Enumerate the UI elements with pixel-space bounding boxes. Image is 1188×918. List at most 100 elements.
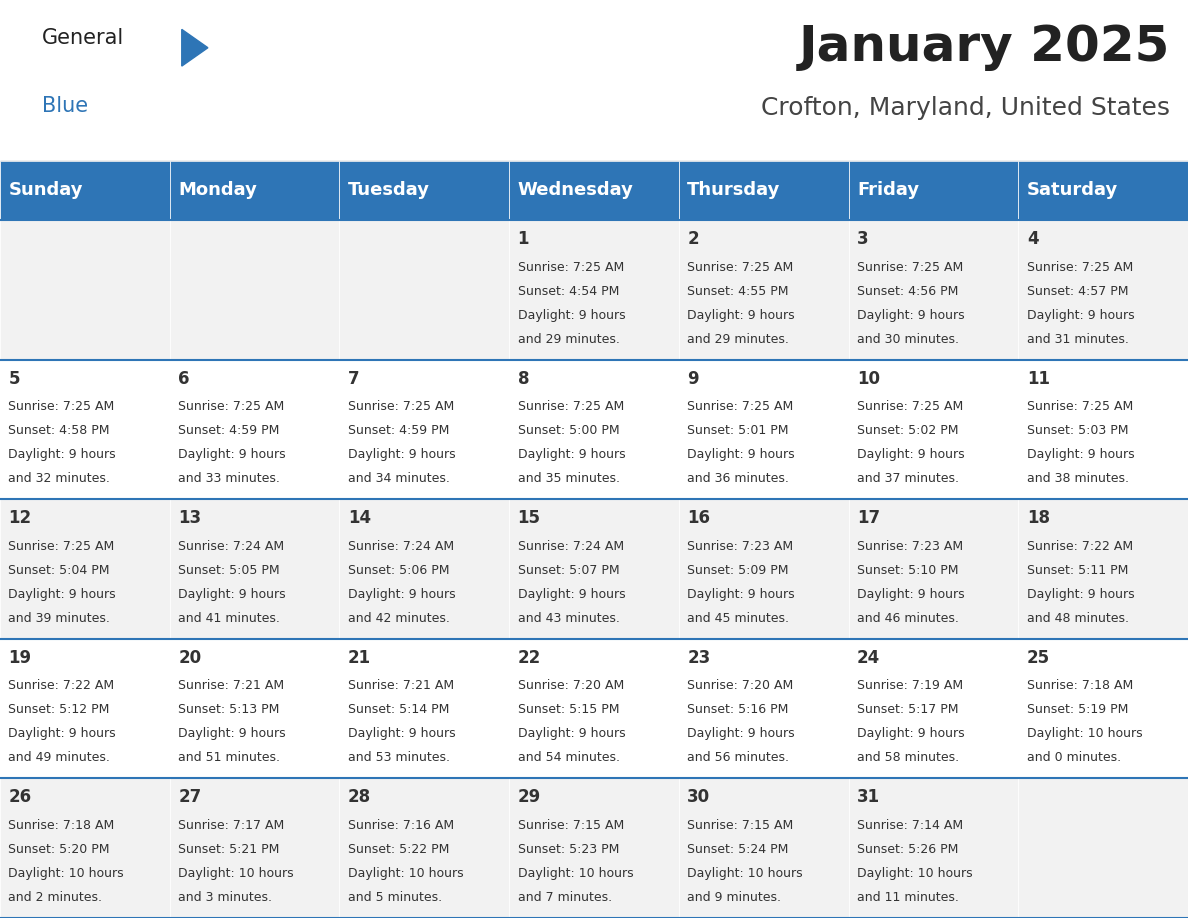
- FancyBboxPatch shape: [0, 499, 170, 639]
- Text: Crofton, Maryland, United States: Crofton, Maryland, United States: [762, 96, 1170, 120]
- FancyBboxPatch shape: [848, 360, 1018, 499]
- Text: Friday: Friday: [857, 182, 920, 199]
- Text: and 48 minutes.: and 48 minutes.: [1026, 612, 1129, 625]
- FancyBboxPatch shape: [678, 639, 848, 778]
- Text: Daylight: 9 hours: Daylight: 9 hours: [857, 448, 965, 462]
- FancyBboxPatch shape: [170, 220, 340, 360]
- FancyBboxPatch shape: [510, 499, 678, 639]
- Text: and 33 minutes.: and 33 minutes.: [178, 473, 280, 486]
- Text: Sunrise: 7:25 AM: Sunrise: 7:25 AM: [1026, 400, 1133, 413]
- Text: Sunset: 5:22 PM: Sunset: 5:22 PM: [348, 843, 449, 856]
- Text: Sunset: 5:19 PM: Sunset: 5:19 PM: [1026, 703, 1129, 716]
- Text: 7: 7: [348, 370, 360, 387]
- Text: Sunrise: 7:25 AM: Sunrise: 7:25 AM: [8, 400, 115, 413]
- Text: and 41 minutes.: and 41 minutes.: [178, 612, 280, 625]
- FancyBboxPatch shape: [340, 161, 510, 220]
- Text: 31: 31: [857, 789, 880, 806]
- Text: Sunrise: 7:25 AM: Sunrise: 7:25 AM: [518, 261, 624, 274]
- Text: Daylight: 9 hours: Daylight: 9 hours: [8, 727, 116, 741]
- FancyBboxPatch shape: [1018, 161, 1188, 220]
- Text: Sunset: 4:59 PM: Sunset: 4:59 PM: [348, 424, 449, 437]
- Text: and 51 minutes.: and 51 minutes.: [178, 752, 280, 765]
- FancyBboxPatch shape: [0, 220, 170, 360]
- Text: and 3 minutes.: and 3 minutes.: [178, 891, 272, 904]
- Text: Sunrise: 7:21 AM: Sunrise: 7:21 AM: [178, 679, 284, 692]
- Text: Daylight: 9 hours: Daylight: 9 hours: [348, 588, 455, 601]
- Text: and 45 minutes.: and 45 minutes.: [688, 612, 789, 625]
- Text: 28: 28: [348, 789, 371, 806]
- Text: and 11 minutes.: and 11 minutes.: [857, 891, 959, 904]
- FancyBboxPatch shape: [848, 161, 1018, 220]
- Text: Sunrise: 7:17 AM: Sunrise: 7:17 AM: [178, 819, 284, 832]
- FancyBboxPatch shape: [340, 639, 510, 778]
- Text: 4: 4: [1026, 230, 1038, 248]
- Text: and 38 minutes.: and 38 minutes.: [1026, 473, 1129, 486]
- Text: 19: 19: [8, 649, 32, 666]
- Text: and 56 minutes.: and 56 minutes.: [688, 752, 789, 765]
- Text: 8: 8: [518, 370, 529, 387]
- Text: Daylight: 9 hours: Daylight: 9 hours: [518, 727, 625, 741]
- Text: Daylight: 9 hours: Daylight: 9 hours: [518, 588, 625, 601]
- Text: 12: 12: [8, 509, 32, 527]
- Text: Tuesday: Tuesday: [348, 182, 430, 199]
- Text: Sunrise: 7:21 AM: Sunrise: 7:21 AM: [348, 679, 454, 692]
- Text: Daylight: 9 hours: Daylight: 9 hours: [8, 448, 116, 462]
- Text: Daylight: 9 hours: Daylight: 9 hours: [178, 727, 286, 741]
- Text: and 34 minutes.: and 34 minutes.: [348, 473, 450, 486]
- Text: Daylight: 10 hours: Daylight: 10 hours: [518, 867, 633, 880]
- Text: General: General: [42, 28, 124, 48]
- Text: Daylight: 10 hours: Daylight: 10 hours: [1026, 727, 1143, 741]
- Text: 23: 23: [688, 649, 710, 666]
- Text: Sunset: 5:21 PM: Sunset: 5:21 PM: [178, 843, 279, 856]
- Text: Sunrise: 7:20 AM: Sunrise: 7:20 AM: [518, 679, 624, 692]
- Text: 18: 18: [1026, 509, 1050, 527]
- Text: Sunrise: 7:25 AM: Sunrise: 7:25 AM: [688, 261, 794, 274]
- Text: Daylight: 9 hours: Daylight: 9 hours: [8, 588, 116, 601]
- FancyBboxPatch shape: [678, 161, 848, 220]
- FancyBboxPatch shape: [340, 499, 510, 639]
- FancyBboxPatch shape: [848, 499, 1018, 639]
- Text: Sunrise: 7:25 AM: Sunrise: 7:25 AM: [348, 400, 454, 413]
- Text: Sunrise: 7:14 AM: Sunrise: 7:14 AM: [857, 819, 963, 832]
- FancyBboxPatch shape: [170, 499, 340, 639]
- FancyBboxPatch shape: [170, 161, 340, 220]
- Text: and 30 minutes.: and 30 minutes.: [857, 333, 959, 346]
- Text: 6: 6: [178, 370, 190, 387]
- Text: 17: 17: [857, 509, 880, 527]
- Text: Sunrise: 7:24 AM: Sunrise: 7:24 AM: [518, 540, 624, 553]
- Text: and 32 minutes.: and 32 minutes.: [8, 473, 110, 486]
- FancyBboxPatch shape: [678, 360, 848, 499]
- Text: Sunset: 5:09 PM: Sunset: 5:09 PM: [688, 564, 789, 577]
- Text: 26: 26: [8, 789, 32, 806]
- Text: Sunset: 5:05 PM: Sunset: 5:05 PM: [178, 564, 280, 577]
- Text: Sunrise: 7:18 AM: Sunrise: 7:18 AM: [8, 819, 115, 832]
- Text: Sunrise: 7:19 AM: Sunrise: 7:19 AM: [857, 679, 963, 692]
- Text: and 37 minutes.: and 37 minutes.: [857, 473, 959, 486]
- Text: and 42 minutes.: and 42 minutes.: [348, 612, 450, 625]
- Text: Blue: Blue: [42, 96, 88, 117]
- Text: Sunset: 4:57 PM: Sunset: 4:57 PM: [1026, 285, 1129, 297]
- Text: Sunrise: 7:24 AM: Sunrise: 7:24 AM: [178, 540, 284, 553]
- Text: Sunset: 5:23 PM: Sunset: 5:23 PM: [518, 843, 619, 856]
- Text: Sunrise: 7:16 AM: Sunrise: 7:16 AM: [348, 819, 454, 832]
- FancyBboxPatch shape: [510, 639, 678, 778]
- FancyBboxPatch shape: [0, 778, 170, 918]
- Text: 13: 13: [178, 509, 201, 527]
- Text: 3: 3: [857, 230, 868, 248]
- FancyBboxPatch shape: [510, 360, 678, 499]
- Text: and 49 minutes.: and 49 minutes.: [8, 752, 110, 765]
- Text: Sunrise: 7:18 AM: Sunrise: 7:18 AM: [1026, 679, 1133, 692]
- Text: Sunset: 5:13 PM: Sunset: 5:13 PM: [178, 703, 279, 716]
- Text: Sunrise: 7:15 AM: Sunrise: 7:15 AM: [518, 819, 624, 832]
- Text: and 31 minutes.: and 31 minutes.: [1026, 333, 1129, 346]
- Text: 11: 11: [1026, 370, 1050, 387]
- Text: Sunrise: 7:25 AM: Sunrise: 7:25 AM: [518, 400, 624, 413]
- Text: Daylight: 10 hours: Daylight: 10 hours: [178, 867, 293, 880]
- FancyBboxPatch shape: [0, 161, 170, 220]
- Text: 30: 30: [688, 789, 710, 806]
- Text: Sunset: 5:12 PM: Sunset: 5:12 PM: [8, 703, 109, 716]
- Text: Daylight: 10 hours: Daylight: 10 hours: [688, 867, 803, 880]
- Text: Sunrise: 7:22 AM: Sunrise: 7:22 AM: [8, 679, 114, 692]
- Text: Daylight: 9 hours: Daylight: 9 hours: [1026, 308, 1135, 322]
- Text: Daylight: 9 hours: Daylight: 9 hours: [688, 727, 795, 741]
